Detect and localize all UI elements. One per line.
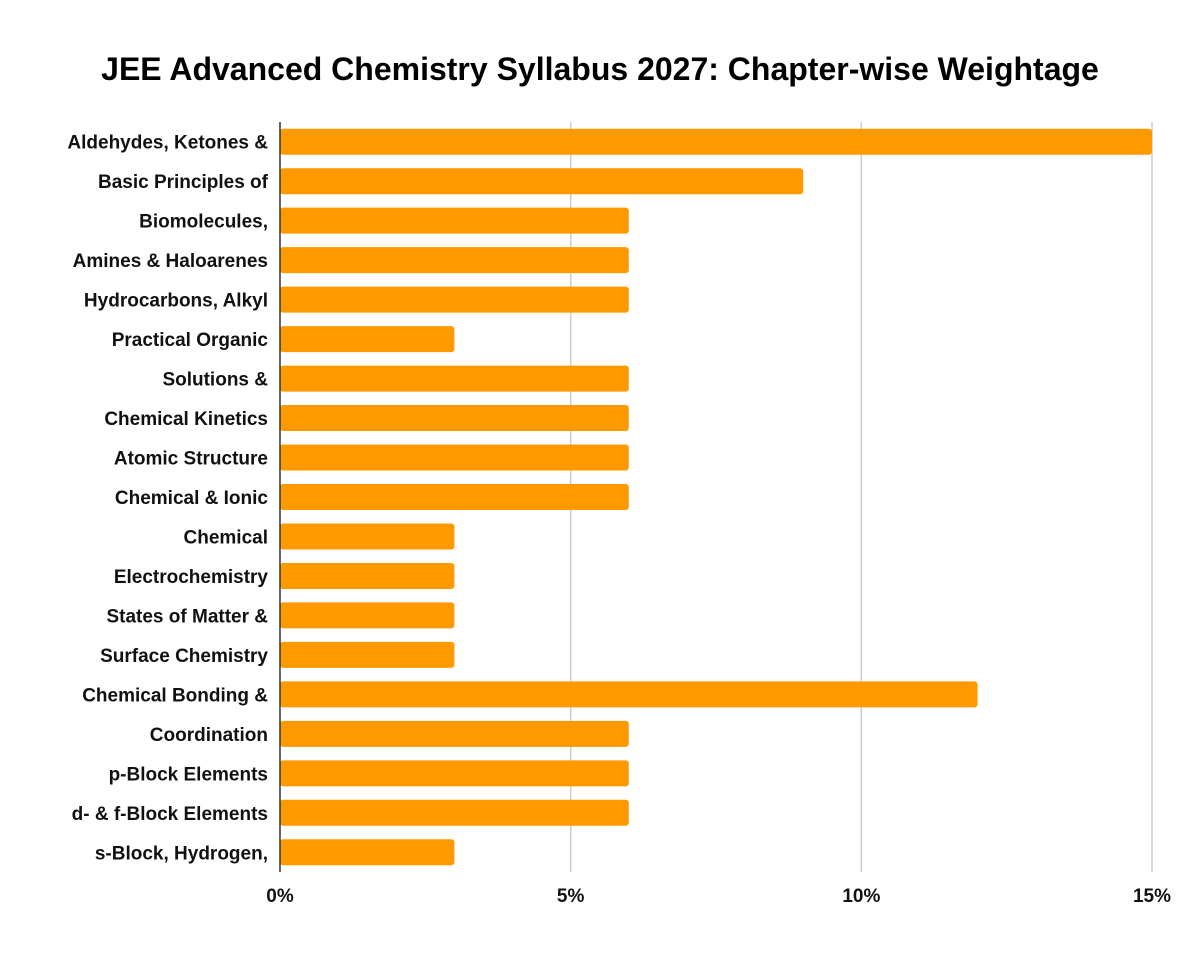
x-tick-label: 15% (1133, 886, 1171, 907)
chart-title: JEE Advanced Chemistry Syllabus 2027: Ch… (101, 51, 1099, 87)
bar (280, 287, 629, 313)
bar (280, 523, 454, 549)
category-label: Surface Chemistry (100, 646, 268, 667)
gridlines (571, 122, 1152, 872)
bar (280, 326, 454, 352)
category-label: Hydrocarbons, Alkyl (84, 291, 268, 312)
category-label: Basic Principles of (98, 172, 269, 193)
bar (280, 800, 629, 826)
bar (280, 484, 629, 510)
category-label: Solutions & (162, 370, 268, 391)
category-label: Chemical (184, 527, 268, 548)
bar (280, 563, 454, 589)
category-label: d- & f-Block Elements (72, 804, 268, 825)
category-label: Atomic Structure (114, 449, 268, 470)
bar (280, 366, 629, 392)
category-labels: Aldehydes, Ketones & Basic Principles of B… (67, 133, 268, 865)
category-label: Biomolecules, (139, 212, 268, 233)
category-label: Chemical Kinetics (104, 409, 268, 430)
x-axis-tick-labels: 0% 5% 10% 15% (266, 886, 1171, 907)
bar (280, 208, 629, 234)
category-label: Chemical Bonding & (82, 685, 268, 706)
category-label: Chemical & Ionic (115, 488, 269, 509)
x-tick-label: 5% (557, 886, 585, 907)
x-tick-label: 0% (266, 886, 294, 907)
bar (280, 642, 454, 668)
bar (280, 445, 629, 471)
category-label: States of Matter & (106, 606, 268, 627)
bar (280, 168, 803, 194)
category-label: s-Block, Hydrogen, (95, 843, 268, 864)
bars (280, 129, 1152, 866)
category-label: Amines & Haloarenes (73, 251, 268, 272)
bar (280, 602, 454, 628)
category-label: Aldehydes, Ketones & (67, 133, 268, 154)
x-tick-label: 10% (842, 886, 880, 907)
bar (280, 681, 978, 707)
category-label: Practical Organic (112, 330, 269, 351)
bar (280, 405, 629, 431)
bar (280, 760, 629, 786)
bar (280, 129, 1152, 155)
category-label: Coordination (150, 725, 268, 746)
bar (280, 247, 629, 273)
bar (280, 839, 454, 865)
category-label: p-Block Elements (109, 764, 268, 785)
category-label: Electrochemistry (114, 567, 269, 588)
bar (280, 721, 629, 747)
